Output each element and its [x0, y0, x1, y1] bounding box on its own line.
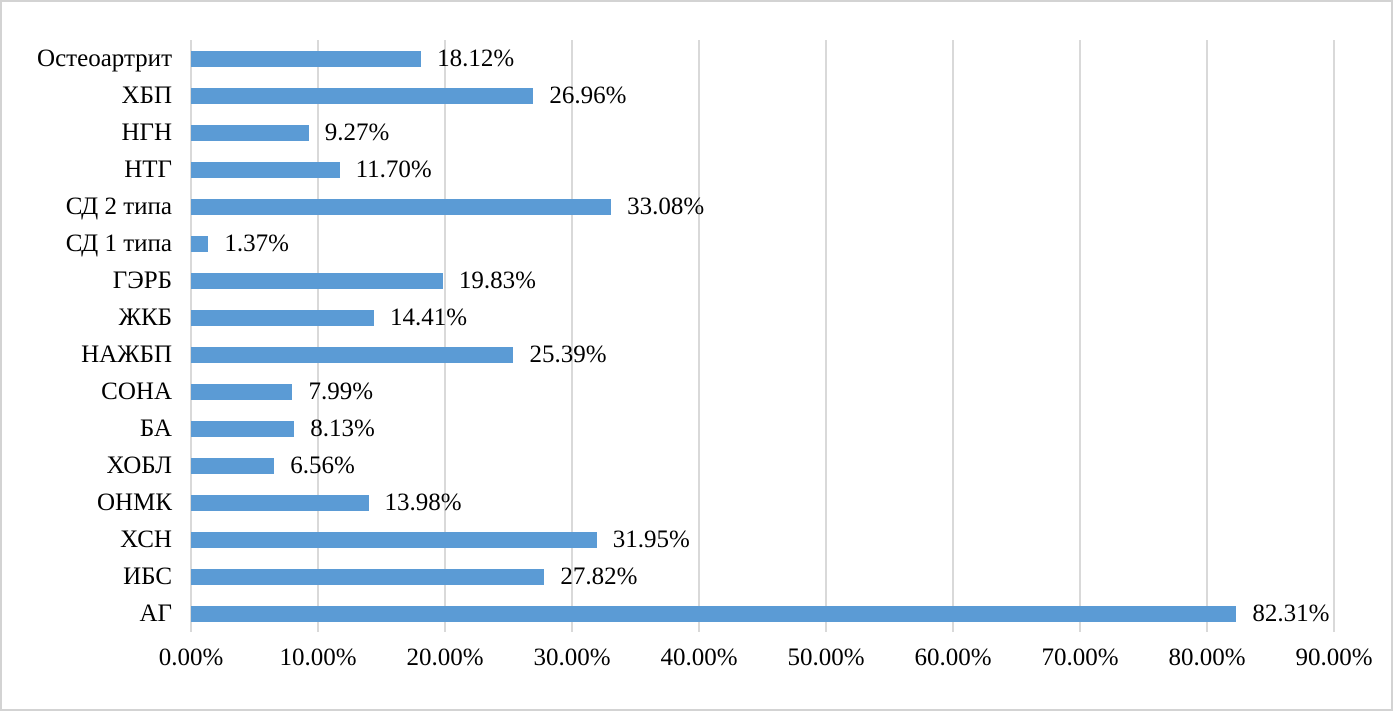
category-label: БА: [139, 414, 172, 442]
category-label: НАЖБП: [81, 340, 172, 368]
data-label: 13.98%: [384, 488, 462, 516]
gridline: [444, 40, 446, 632]
x-tick-label: 90.00%: [1295, 644, 1373, 671]
bar-row: 7.99%: [191, 373, 1334, 410]
x-tick-label: 40.00%: [660, 644, 738, 671]
data-label: 1.37%: [224, 229, 289, 257]
bar-row: 18.12%: [191, 40, 1334, 77]
x-tick-label: 80.00%: [1168, 644, 1246, 671]
gridline: [825, 40, 827, 632]
data-label: 33.08%: [627, 192, 705, 220]
category-label: СД 2 типа: [65, 192, 172, 220]
bar-row: 33.08%: [191, 188, 1334, 225]
bar: [191, 309, 374, 326]
data-label: 31.95%: [612, 525, 690, 553]
data-label: 19.83%: [458, 266, 536, 294]
gridline: [571, 40, 573, 632]
plot-area: 18.12% 26.96% 9.27% 11.70% 33.08% 1.37% 19.83%…: [190, 40, 1335, 632]
category-label: ОНМК: [96, 488, 172, 516]
bar-row: 27.82%: [191, 558, 1334, 595]
bar: [191, 605, 1237, 622]
category-label: Остеоартрит: [37, 44, 172, 72]
bar: [191, 346, 514, 363]
bar: [191, 420, 295, 437]
x-tick-label: 0.00%: [158, 644, 224, 671]
category-label: АГ: [139, 599, 172, 627]
gridline: [190, 40, 192, 632]
bar: [191, 50, 422, 67]
data-label: 25.39%: [529, 340, 607, 368]
category-label: ХБП: [121, 81, 172, 109]
gridline: [1333, 40, 1335, 632]
x-tick-label: 70.00%: [1041, 644, 1119, 671]
category-label: СД 1 типа: [65, 229, 172, 257]
bar-row: 13.98%: [191, 484, 1334, 521]
bar: [191, 272, 443, 289]
data-label: 11.70%: [355, 155, 432, 183]
bar: [191, 198, 612, 215]
gridline: [1079, 40, 1081, 632]
bar: [191, 568, 545, 585]
category-label: ГЭРБ: [112, 266, 172, 294]
category-label: СОНА: [101, 377, 172, 405]
bar: [191, 235, 209, 252]
x-tick-label: 20.00%: [406, 644, 484, 671]
gridline: [698, 40, 700, 632]
category-label: НТГ: [124, 155, 172, 183]
bar: [191, 383, 293, 400]
bar-row: 8.13%: [191, 410, 1334, 447]
data-label: 27.82%: [560, 562, 638, 590]
category-label: ИБС: [123, 562, 172, 590]
bar: [191, 494, 369, 511]
data-label: 26.96%: [549, 81, 627, 109]
bar-row: 25.39%: [191, 336, 1334, 373]
bar-row: 11.70%: [191, 151, 1334, 188]
x-tick-label: 60.00%: [914, 644, 992, 671]
category-label: ЖКБ: [118, 303, 172, 331]
bar-row: 31.95%: [191, 521, 1334, 558]
data-label: 6.56%: [290, 451, 355, 479]
data-label: 14.41%: [390, 303, 468, 331]
bar: [191, 457, 275, 474]
bar-row: 1.37%: [191, 225, 1334, 262]
data-label: 8.13%: [310, 414, 375, 442]
category-label: ХОБЛ: [106, 451, 172, 479]
category-label: НГН: [121, 118, 172, 146]
data-label: 82.31%: [1252, 599, 1330, 627]
gridline: [317, 40, 319, 632]
bar: [191, 87, 534, 104]
bar: [191, 531, 597, 548]
bar-row: 26.96%: [191, 77, 1334, 114]
bar-row: 6.56%: [191, 447, 1334, 484]
bar-row: 82.31%: [191, 595, 1334, 632]
x-tick-label: 30.00%: [533, 644, 611, 671]
data-label: 7.99%: [308, 377, 374, 405]
x-tick-label: 50.00%: [787, 644, 865, 671]
bar: [191, 161, 340, 178]
gridline: [952, 40, 954, 632]
bar-row: 19.83%: [191, 262, 1334, 299]
bar: [191, 124, 309, 141]
gridline: [1206, 40, 1208, 632]
data-label: 9.27%: [324, 118, 390, 146]
category-label: ХСН: [120, 525, 172, 553]
x-tick-label: 10.00%: [279, 644, 357, 671]
bar-row: 14.41%: [191, 299, 1334, 336]
bar-row: 9.27%: [191, 114, 1334, 151]
data-label: 18.12%: [437, 44, 515, 72]
